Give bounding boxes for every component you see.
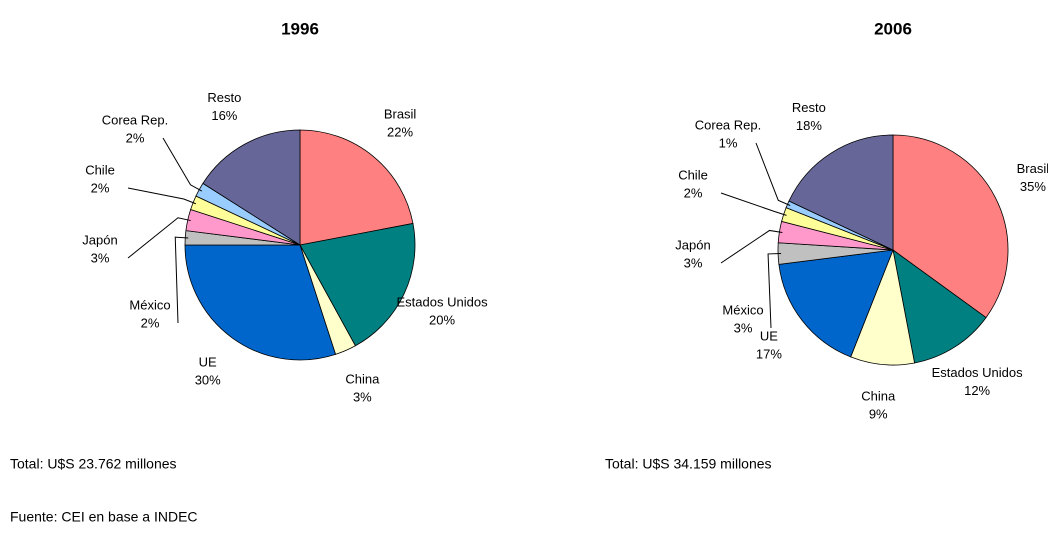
slice-value-label: 35% <box>1020 179 1046 194</box>
slice-label: UE <box>199 354 217 369</box>
slice-label: Estados Unidos <box>932 365 1024 380</box>
slice-label: Japón <box>82 232 117 247</box>
pie-slice <box>778 249 894 358</box>
slice-label: Brasil <box>1017 161 1048 176</box>
pie-slice <box>788 134 894 251</box>
pie-slice <box>299 129 414 246</box>
slice-value-label: 22% <box>387 124 413 139</box>
pie-slice <box>299 222 416 347</box>
total-note: Total: U$S 34.159 millones <box>605 456 772 472</box>
slice-value-label: 17% <box>756 347 782 362</box>
slice-label: Resto <box>207 90 241 105</box>
leader-line <box>127 217 191 259</box>
pie-slice <box>184 244 337 361</box>
pie-slice <box>892 134 1009 319</box>
chart-title: 2006 <box>874 19 912 38</box>
slice-value-label: 30% <box>195 372 221 387</box>
leader-line <box>174 236 189 324</box>
source: Fuente: CEI en base a INDEC <box>10 509 198 525</box>
pie-slice <box>202 129 301 246</box>
leader-line <box>720 192 787 216</box>
slice-label: Corea Rep. <box>695 117 761 132</box>
slice-value-label: 3% <box>353 390 372 405</box>
slice-label: Japón <box>675 237 710 252</box>
leader-line <box>127 187 197 205</box>
slice-label: UE <box>760 329 778 344</box>
leader-line <box>767 253 782 329</box>
slice-label: Corea Rep. <box>102 112 168 127</box>
slice-value-label: 3% <box>91 250 110 265</box>
leader-line <box>720 229 783 264</box>
slice-value-label: 1% <box>719 135 738 150</box>
slice-label: China <box>345 372 380 387</box>
slice-value-label: 18% <box>796 118 822 133</box>
slice-value-label: 12% <box>964 383 990 398</box>
pie-slice <box>892 249 987 364</box>
slice-value-label: 2% <box>141 315 160 330</box>
slice-value-label: 2% <box>684 185 703 200</box>
slice-label: Resto <box>792 100 826 115</box>
slice-value-label: 9% <box>869 407 888 422</box>
slice-label: Chile <box>85 162 115 177</box>
slice-value-label: 20% <box>429 312 455 327</box>
slice-label: Brasil <box>384 106 417 121</box>
leader-line <box>755 142 791 206</box>
slice-value-label: 16% <box>211 108 237 123</box>
slice-value-label: 3% <box>734 320 753 335</box>
total-note: Total: U$S 23.762 millones <box>10 456 177 472</box>
chart-title: 1996 <box>281 19 319 38</box>
slice-value-label: 2% <box>91 180 110 195</box>
slice-label: México <box>129 297 170 312</box>
leader-line <box>162 137 203 192</box>
slice-label: China <box>861 389 896 404</box>
slice-value-label: 3% <box>684 255 703 270</box>
slice-label: México <box>722 302 763 317</box>
slice-label: Estados Unidos <box>397 294 489 309</box>
slice-label: Chile <box>678 167 708 182</box>
slice-value-label: 2% <box>126 130 145 145</box>
